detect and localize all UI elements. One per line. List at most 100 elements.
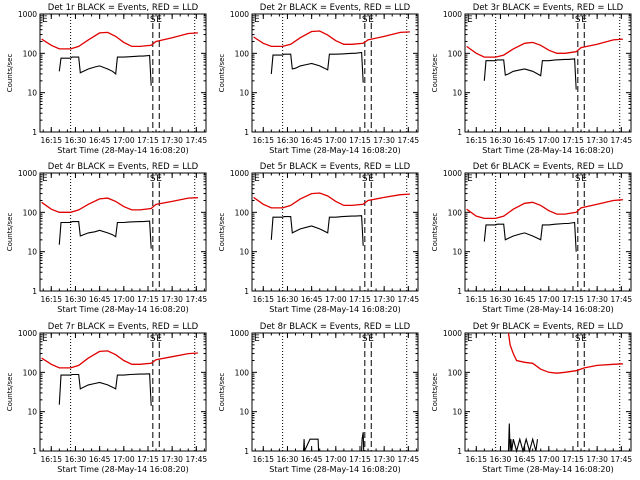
chart-panel-5: Det 5r BLACK = Events, RED = LLD Counts/s… [218, 162, 419, 314]
x-tick-label: 17:45 [398, 455, 420, 464]
x-tick-label: 17:00 [113, 455, 135, 464]
annotation-label: E [156, 334, 162, 344]
x-tick-label: 17:30 [161, 295, 183, 304]
x-tick-label: 17:45 [186, 295, 208, 304]
annotation-label: E [156, 174, 162, 184]
x-tick-label: 17:30 [161, 455, 183, 464]
annotation-label: S [362, 15, 368, 25]
lld-series-line [41, 350, 198, 369]
x-tick-label: 17:30 [161, 136, 183, 145]
chart-title: Det 1r BLACK = Events, RED = LLD [48, 3, 199, 13]
x-tick-label: 16:45 [89, 455, 111, 464]
y-axis-label: Counts/sec [218, 213, 226, 252]
y-tick-label: 1000 [18, 329, 37, 338]
x-tick-label: 16:15 [252, 455, 274, 464]
y-tick-label: 100 [235, 208, 250, 217]
events-series-line [58, 54, 152, 86]
y-tick-label: 10 [27, 89, 37, 98]
y-tick-label: 10 [239, 248, 249, 257]
annotation-label: E [42, 334, 48, 344]
y-tick-label: 1000 [230, 10, 249, 19]
y-axis-label: Counts/sec [431, 213, 439, 252]
x-tick-label: 17:00 [538, 455, 560, 464]
x-tick-label: 17:00 [325, 455, 347, 464]
y-axis-label: Counts/sec [218, 373, 226, 412]
events-series-line [483, 58, 577, 90]
y-tick-label: 1000 [443, 10, 462, 19]
annotation-label: S [150, 174, 156, 184]
x-tick-label: 17:00 [538, 136, 560, 145]
x-tick-label: 16:45 [514, 295, 536, 304]
chart-title: Det 8r BLACK = Events, RED = LLD [260, 322, 411, 332]
annotation-label: E [581, 15, 587, 25]
chart-panel-9: Det 9r BLACK = Events, RED = LLD Counts/s… [431, 322, 632, 474]
x-tick-label: 16:30 [490, 455, 512, 464]
y-tick-label: 1 [32, 287, 37, 296]
annotation-label: E [581, 174, 587, 184]
x-tick-label: 17:45 [398, 136, 420, 145]
y-tick-label: 10 [27, 408, 37, 417]
chart-title: Det 4r BLACK = Events, RED = LLD [48, 162, 199, 172]
annotation-label: E [368, 174, 374, 184]
x-tick-label: 16:45 [89, 136, 111, 145]
x-tick-label: 17:00 [113, 136, 135, 145]
x-tick-label: 17:15 [349, 136, 371, 145]
y-axis-label: Counts/sec [431, 373, 439, 412]
annotation-label: E [467, 15, 473, 25]
lld-series-line [253, 192, 410, 209]
y-tick-label: 100 [448, 368, 463, 377]
annotation-label: E [42, 15, 48, 25]
x-axis-label: Start Time (28-May-14 16:08:20) [57, 305, 188, 314]
plot-frame [39, 172, 207, 292]
x-tick-label: 17:15 [562, 295, 584, 304]
chart-panel-2: Det 2r BLACK = Events, RED = LLD Counts/s… [218, 3, 419, 155]
chart-panel-4: Det 4r BLACK = Events, RED = LLD Counts/s… [6, 162, 207, 314]
y-tick-label: 1000 [443, 329, 462, 338]
x-axis-label: Start Time (28-May-14 16:08:20) [269, 146, 400, 155]
x-tick-label: 17:15 [349, 295, 371, 304]
x-tick-label: 16:45 [301, 136, 323, 145]
lld-series-line [253, 30, 410, 48]
x-tick-label: 17:00 [113, 295, 135, 304]
x-tick-label: 16:15 [465, 136, 487, 145]
x-tick-label: 16:15 [40, 136, 62, 145]
chart-title: Det 6r BLACK = Events, RED = LLD [473, 162, 624, 172]
x-tick-label: 17:30 [586, 136, 608, 145]
y-tick-label: 10 [452, 408, 462, 417]
x-tick-label: 16:30 [490, 136, 512, 145]
x-tick-label: 17:30 [373, 295, 395, 304]
y-tick-label: 1000 [230, 329, 249, 338]
x-tick-label: 17:00 [538, 295, 560, 304]
annotation-label: S [362, 174, 368, 184]
y-tick-label: 1 [244, 447, 249, 456]
x-tick-label: 16:45 [301, 455, 323, 464]
x-tick-label: 16:15 [465, 295, 487, 304]
events-series-line [303, 432, 365, 452]
chart-panel-1: Det 1r BLACK = Events, RED = LLD Counts/s… [6, 3, 207, 155]
annotation-label: E [156, 15, 162, 25]
annotation-label: E [368, 15, 374, 25]
lld-series-line [41, 197, 198, 213]
x-tick-label: 17:15 [562, 136, 584, 145]
y-axis-label: Counts/sec [6, 373, 14, 412]
x-tick-label: 16:15 [252, 295, 274, 304]
y-tick-label: 1 [32, 447, 37, 456]
x-tick-label: 17:30 [586, 455, 608, 464]
annotation-label: E [42, 174, 48, 184]
annotation-label: S [362, 334, 368, 344]
x-tick-label: 16:30 [277, 295, 299, 304]
chart-panel-7: Det 7r BLACK = Events, RED = LLD Counts/s… [6, 322, 207, 474]
y-tick-label: 100 [448, 49, 463, 58]
events-series-line [507, 423, 539, 454]
x-tick-label: 17:00 [325, 136, 347, 145]
y-tick-label: 100 [448, 208, 463, 217]
annotation-label: E [581, 334, 587, 344]
lld-series-line [466, 38, 623, 58]
x-tick-label: 17:15 [562, 455, 584, 464]
y-tick-label: 1 [244, 287, 249, 296]
y-tick-label: 10 [239, 408, 249, 417]
chart-panel-3: Det 3r BLACK = Events, RED = LLD Counts/s… [431, 3, 632, 155]
x-tick-label: 16:15 [40, 455, 62, 464]
y-tick-label: 1000 [443, 169, 462, 178]
chart-title: Det 3r BLACK = Events, RED = LLD [473, 3, 624, 13]
